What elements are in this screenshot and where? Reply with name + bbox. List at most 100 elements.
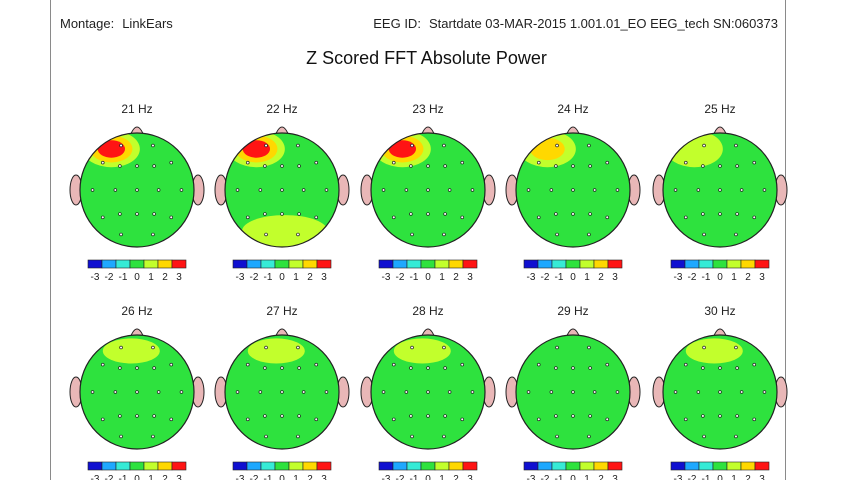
- scale-segment: [378, 259, 394, 269]
- scale-tick-label: 3: [612, 272, 618, 283]
- scale-tick-label: 0: [134, 474, 140, 480]
- electrode-marker: [246, 417, 250, 422]
- scale-segment: [712, 259, 728, 269]
- electrode-marker: [588, 414, 592, 418]
- scale-segment: [288, 259, 304, 269]
- electrode-marker: [410, 434, 414, 439]
- electrode-marker: [684, 417, 688, 422]
- scale-segment: [274, 259, 290, 269]
- electrode-marker: [264, 345, 268, 350]
- map-frequency-label: 25 Hz: [704, 102, 735, 116]
- electrode-marker: [297, 366, 301, 370]
- electrode-marker: [246, 362, 250, 367]
- electrode-marker: [156, 188, 161, 192]
- map-frequency-label: 27 Hz: [266, 304, 297, 318]
- scale-segment: [754, 461, 770, 471]
- scale-segment: [143, 259, 159, 269]
- electrode-marker: [118, 212, 122, 216]
- electrode-marker: [426, 164, 430, 168]
- scale-segment: [392, 461, 408, 471]
- electrode-marker: [169, 417, 173, 422]
- scale-segment: [593, 259, 609, 269]
- scale-segment: [537, 461, 553, 471]
- scale-tick-label: -3: [91, 272, 100, 283]
- scale-tick-label: 1: [731, 474, 737, 480]
- electrode-marker: [392, 417, 396, 422]
- electrode-marker: [169, 362, 173, 367]
- electrode-marker: [246, 215, 250, 220]
- scale-segment: [670, 461, 686, 471]
- scale-segment: [246, 461, 262, 471]
- electrode-marker: [296, 434, 300, 439]
- electrode-marker: [718, 366, 722, 370]
- electrode-marker: [718, 414, 722, 418]
- electrode-marker: [735, 414, 739, 418]
- scale-segment: [551, 259, 567, 269]
- scale-segment: [698, 259, 714, 269]
- topomap-9: 29 Hz -3 -2 -1 0 1 2 3: [505, 304, 641, 480]
- scale-tick-label: -3: [527, 272, 536, 283]
- electrode-marker: [135, 164, 139, 168]
- electrode-marker: [701, 414, 705, 418]
- electrode-marker: [752, 362, 756, 367]
- contour-region: [393, 338, 451, 364]
- topomap-6: 26 Hz -3 -2 -1 0 1 2 3: [69, 304, 205, 480]
- electrode-marker: [592, 390, 597, 394]
- electrode-marker: [152, 164, 156, 168]
- head-outline: [515, 334, 631, 450]
- electrode-marker: [314, 215, 318, 220]
- scale-segment: [101, 461, 117, 471]
- scale-tick-label: -2: [105, 474, 114, 480]
- electrode-marker: [264, 434, 268, 439]
- color-scale: -3 -2 -1 0 1 2 3: [523, 461, 623, 480]
- scale-segment: [537, 259, 553, 269]
- color-scale: -3 -2 -1 0 1 2 3: [378, 259, 478, 283]
- electrode-marker: [409, 414, 413, 418]
- electrode-marker: [179, 188, 184, 192]
- electrode-marker: [297, 164, 301, 168]
- head-outline: [662, 132, 778, 248]
- electrode-marker: [119, 345, 123, 350]
- eeg-id-label: EEG ID:: [373, 16, 421, 31]
- electrode-marker: [90, 390, 95, 394]
- electrode-marker: [615, 188, 620, 192]
- electrode-marker: [135, 366, 139, 370]
- color-scale: -3 -2 -1 0 1 2 3: [232, 259, 332, 283]
- electrode-marker: [752, 215, 756, 220]
- scale-tick-label: 2: [745, 474, 751, 480]
- color-scale: -3 -2 -1 0 1 2 3: [670, 461, 770, 480]
- scale-tick-label: -3: [236, 474, 245, 480]
- scale-tick-label: 1: [293, 272, 299, 283]
- scale-segment: [523, 461, 539, 471]
- scale-tick-label: -2: [541, 474, 550, 480]
- color-scale: -3 -2 -1 0 1 2 3: [378, 461, 478, 480]
- scale-tick-label: -1: [119, 272, 128, 283]
- electrode-marker: [526, 188, 531, 192]
- electrode-marker: [554, 414, 558, 418]
- scale-segment: [754, 259, 770, 269]
- electrode-marker: [280, 212, 284, 216]
- head-outline: [662, 334, 778, 450]
- electrode-marker: [605, 160, 609, 165]
- scale-segment: [115, 461, 131, 471]
- electrode-marker: [571, 164, 575, 168]
- electrode-marker: [246, 160, 250, 165]
- scale-segment: [316, 461, 332, 471]
- montage-value: LinkEars: [122, 16, 173, 31]
- electrode-marker: [588, 212, 592, 216]
- scale-tick-label: 1: [439, 272, 445, 283]
- electrode-marker: [169, 215, 173, 220]
- scale-segment: [157, 259, 173, 269]
- electrode-marker: [718, 390, 722, 394]
- electrode-marker: [443, 414, 447, 418]
- electrode-marker: [381, 390, 386, 394]
- scale-tick-label: -3: [91, 474, 100, 480]
- electrode-marker: [119, 232, 123, 237]
- electrode-marker: [684, 215, 688, 220]
- electrode-marker: [587, 434, 591, 439]
- scale-segment: [316, 259, 332, 269]
- montage-header: Montage: LinkEars: [60, 16, 173, 31]
- scale-tick-label: -3: [674, 474, 683, 480]
- electrode-marker: [118, 164, 122, 168]
- electrode-marker: [314, 417, 318, 422]
